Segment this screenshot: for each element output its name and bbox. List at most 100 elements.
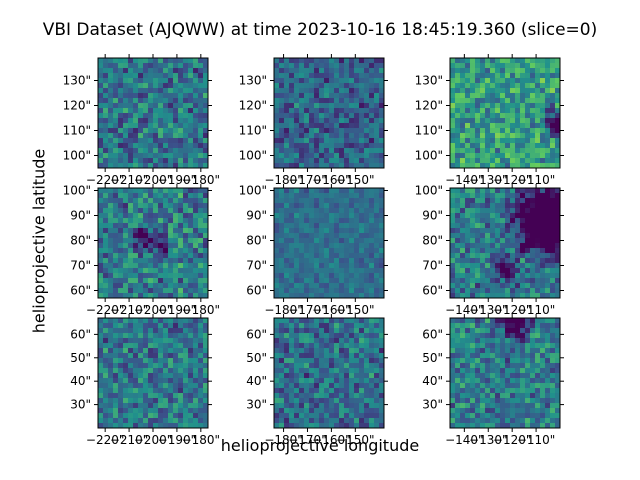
pixel-cell <box>475 103 480 108</box>
pixel-cell <box>525 383 530 388</box>
pixel-cell <box>485 58 490 63</box>
pixel-cell <box>540 363 545 368</box>
pixel-cell <box>530 398 535 403</box>
pixel-cell <box>173 333 178 338</box>
pixel-cell <box>113 268 118 273</box>
pixel-cell <box>198 253 203 258</box>
pixel-cell <box>460 333 465 338</box>
pixel-cell <box>500 223 505 228</box>
pixel-cell <box>555 123 560 128</box>
pixel-cell <box>329 243 334 248</box>
pixel-cell <box>369 58 374 63</box>
pixel-cell <box>314 348 319 353</box>
pixel-cell <box>364 343 369 348</box>
pixel-cell <box>319 198 324 203</box>
pixel-cell <box>455 58 460 63</box>
pixel-cell <box>369 68 374 73</box>
pixel-cell <box>349 148 354 153</box>
pixel-cell <box>349 208 354 213</box>
pixel-cell <box>314 378 319 383</box>
pixel-cell <box>555 158 560 163</box>
pixel-cell <box>98 58 103 63</box>
pixel-cell <box>173 288 178 293</box>
pixel-cell <box>495 323 500 328</box>
pixel-cell <box>289 403 294 408</box>
pixel-cell <box>344 233 349 238</box>
pixel-cell <box>193 278 198 283</box>
pixel-cell <box>183 368 188 373</box>
y-tick-label: 110" <box>239 124 267 138</box>
pixel-cell <box>379 373 384 378</box>
pixel-cell <box>359 358 364 363</box>
pixel-cell <box>555 218 560 223</box>
pixel-cell <box>545 58 550 63</box>
pixel-cell <box>374 273 379 278</box>
pixel-cell <box>299 383 304 388</box>
pixel-cell <box>153 133 158 138</box>
pixel-cell <box>500 93 505 98</box>
pixel-cell <box>198 243 203 248</box>
pixel-cell <box>520 293 525 298</box>
pixel-cell <box>510 63 515 68</box>
pixel-cell <box>173 188 178 193</box>
pixel-cell <box>364 138 369 143</box>
pixel-cell <box>193 113 198 118</box>
pixel-cell <box>354 73 359 78</box>
pixel-cell <box>359 193 364 198</box>
pixel-cell <box>118 63 123 68</box>
pixel-cell <box>500 213 505 218</box>
pixel-cell <box>274 243 279 248</box>
pixel-cell <box>289 113 294 118</box>
pixel-cell <box>354 158 359 163</box>
pixel-cell <box>460 268 465 273</box>
pixel-cell <box>203 238 208 243</box>
pixel-cell <box>294 163 299 168</box>
pixel-cell <box>490 373 495 378</box>
pixel-cell <box>173 358 178 363</box>
pixel-cell <box>364 228 369 233</box>
pixel-cell <box>324 283 329 288</box>
pixel-cell <box>138 98 143 103</box>
pixel-cell <box>309 373 314 378</box>
pixel-cell <box>540 343 545 348</box>
pixel-cell <box>525 368 530 373</box>
pixel-cell <box>505 118 510 123</box>
pixel-cell <box>168 333 173 338</box>
pixel-cell <box>334 268 339 273</box>
pixel-cell <box>108 268 113 273</box>
pixel-cell <box>153 398 158 403</box>
pixel-cell <box>193 388 198 393</box>
pixel-cell <box>168 188 173 193</box>
pixel-cell <box>319 368 324 373</box>
pixel-cell <box>525 153 530 158</box>
pixel-cell <box>515 63 520 68</box>
pixel-cell <box>354 253 359 258</box>
pixel-cell <box>319 243 324 248</box>
pixel-cell <box>309 148 314 153</box>
pixel-cell <box>364 283 369 288</box>
pixel-cell <box>198 108 203 113</box>
pixel-cell <box>113 238 118 243</box>
pixel-cell <box>113 263 118 268</box>
pixel-cell <box>103 218 108 223</box>
pixel-cell <box>364 58 369 63</box>
pixel-cell <box>133 143 138 148</box>
pixel-cell <box>193 363 198 368</box>
pixel-cell <box>153 118 158 123</box>
pixel-cell <box>168 223 173 228</box>
pixel-cell <box>490 233 495 238</box>
pixel-cell <box>525 228 530 233</box>
pixel-cell <box>500 258 505 263</box>
pixel-cell <box>103 368 108 373</box>
pixel-cell <box>510 293 515 298</box>
pixel-cell <box>470 248 475 253</box>
pixel-cell <box>465 283 470 288</box>
pixel-cell <box>153 323 158 328</box>
pixel-cell <box>173 328 178 333</box>
pixel-cell <box>299 398 304 403</box>
pixel-cell <box>339 198 344 203</box>
pixel-cell <box>188 423 193 428</box>
pixel-cell <box>123 203 128 208</box>
pixel-cell <box>203 348 208 353</box>
pixel-cell <box>113 68 118 73</box>
